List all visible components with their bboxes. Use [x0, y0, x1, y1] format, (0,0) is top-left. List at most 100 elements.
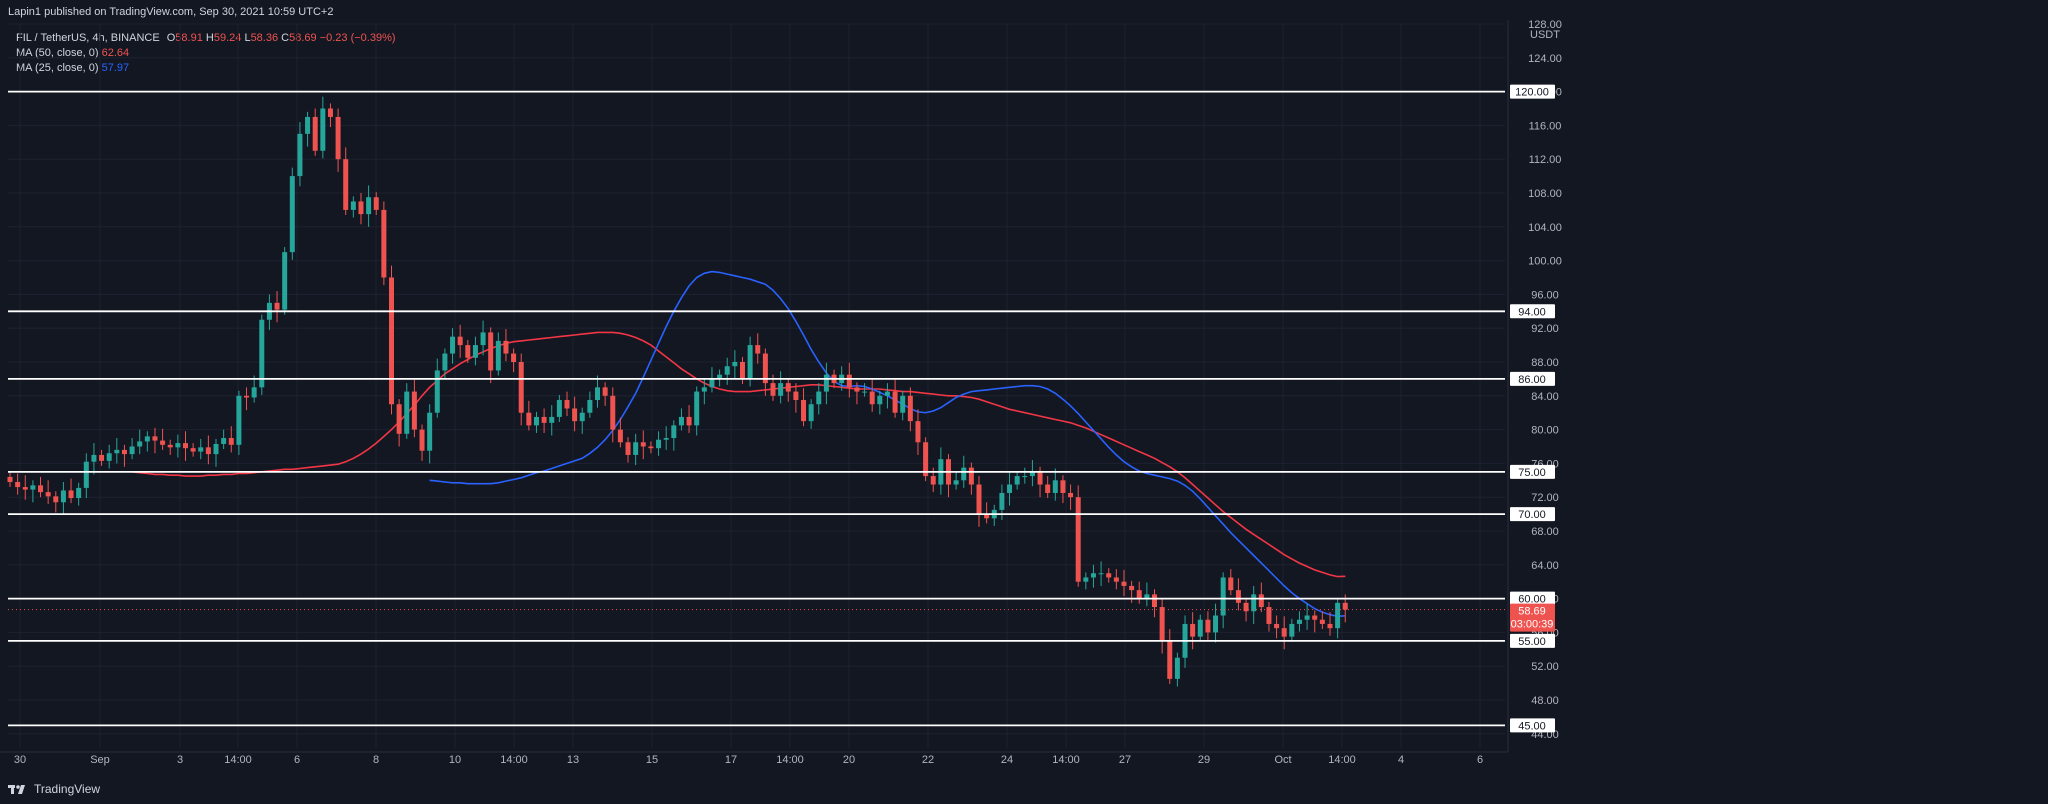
- candle-body: [244, 395, 250, 398]
- candle-body: [76, 487, 82, 499]
- candle: [1319, 611, 1325, 630]
- candle-body: [770, 383, 776, 396]
- candle-body: [22, 487, 28, 490]
- candle-body: [1068, 492, 1074, 498]
- y-tick-label: 72.00: [1531, 492, 1559, 504]
- candle-body: [877, 395, 883, 405]
- candle: [190, 443, 196, 457]
- candle: [350, 196, 356, 218]
- candle: [1235, 578, 1241, 611]
- close-value: 58.69: [289, 32, 317, 44]
- candle-body: [129, 446, 135, 455]
- candle-body: [396, 404, 402, 434]
- candle: [892, 379, 898, 418]
- candle-body: [900, 395, 906, 413]
- candle: [129, 438, 135, 460]
- candle-body: [778, 383, 784, 396]
- candle-body: [1090, 573, 1096, 578]
- candle: [846, 362, 852, 398]
- ma25-label: MA (25, close, 0): [16, 62, 99, 74]
- candle: [656, 431, 662, 456]
- candle-body: [450, 336, 456, 354]
- candle: [625, 437, 631, 463]
- candle-body: [1152, 594, 1157, 608]
- x-tick-label: 3: [177, 754, 183, 766]
- candle-body: [953, 480, 959, 485]
- candle-body: [198, 447, 204, 452]
- close-label: C: [281, 32, 290, 44]
- candle-body: [152, 436, 158, 441]
- candle: [419, 424, 425, 461]
- candle-body: [114, 449, 120, 454]
- chart-legend: FIL / TetherUS, 4h, BINANCE O58.91 H59.2…: [16, 31, 396, 76]
- x-tick-label: 29: [1198, 754, 1210, 766]
- candle: [381, 201, 387, 286]
- candle: [526, 400, 532, 431]
- candle-body: [160, 440, 166, 445]
- candle: [945, 454, 951, 498]
- candle-body: [724, 366, 730, 375]
- candle-body: [1167, 640, 1173, 679]
- level-label-bg: [1510, 464, 1555, 479]
- candle: [320, 96, 326, 159]
- candle: [984, 502, 990, 524]
- candle-body: [480, 332, 486, 346]
- x-tick-label: 6: [294, 754, 300, 766]
- candle-body: [656, 439, 662, 449]
- candle: [472, 336, 478, 366]
- candle-body: [968, 467, 974, 485]
- x-tick-label: 15: [646, 754, 658, 766]
- candle-body: [755, 345, 761, 354]
- candle: [671, 420, 677, 451]
- candle: [678, 408, 684, 431]
- candle-body: [404, 391, 410, 434]
- x-tick-label: 27: [1119, 754, 1131, 766]
- candle: [259, 314, 265, 395]
- candle: [549, 405, 555, 436]
- price-axis[interactable]: 44.0048.0052.0056.0060.0064.0068.0072.00…: [1507, 19, 1562, 752]
- candle: [297, 122, 303, 187]
- candle: [1205, 611, 1211, 641]
- y-tick-label: 64.00: [1531, 560, 1559, 572]
- x-tick-label: 14:00: [776, 754, 804, 766]
- y-tick-label: 52.00: [1531, 661, 1559, 673]
- candle-body: [419, 429, 425, 451]
- candle: [305, 111, 311, 147]
- candle: [1098, 561, 1104, 586]
- time-axis[interactable]: 30 Sep 3 14:00 6 8 10 14:00 13 15 17 14:00 20 22 24 14:…: [0, 751, 1508, 766]
- y-tick-label: 124.00: [1528, 53, 1562, 65]
- candle-body: [350, 201, 356, 210]
- low-value: 58.36: [250, 32, 279, 44]
- candle: [442, 348, 448, 379]
- candle-body: [1121, 581, 1127, 586]
- level-label-bg: [1510, 507, 1555, 522]
- candle: [30, 480, 36, 503]
- candle: [312, 108, 318, 156]
- candle: [724, 357, 730, 385]
- candle-body: [541, 416, 547, 423]
- candle: [1274, 615, 1280, 639]
- level-label-bg: [1510, 371, 1555, 386]
- candle-body: [717, 374, 723, 379]
- candle: [1312, 610, 1318, 633]
- x-tick-label: 13: [567, 754, 579, 766]
- candle: [1220, 572, 1226, 629]
- candle-body: [60, 490, 66, 503]
- tradingview-logo-icon: [8, 785, 25, 794]
- candle: [83, 453, 89, 499]
- candle: [60, 481, 66, 515]
- candle-body: [1113, 577, 1119, 582]
- ohlc-row: FIL / TetherUS, 4h, BINANCE O58.91 H59.2…: [16, 31, 396, 46]
- candle-body: [457, 336, 463, 346]
- candle: [160, 428, 166, 450]
- candle: [503, 329, 509, 362]
- candle: [1296, 611, 1302, 632]
- footer-brand[interactable]: TradingView: [8, 782, 100, 796]
- candle-body: [1274, 623, 1280, 629]
- candle-body: [1045, 484, 1051, 493]
- candle-body: [7, 476, 13, 482]
- candle: [862, 383, 868, 397]
- candle-body: [1037, 471, 1043, 485]
- candle: [739, 356, 745, 384]
